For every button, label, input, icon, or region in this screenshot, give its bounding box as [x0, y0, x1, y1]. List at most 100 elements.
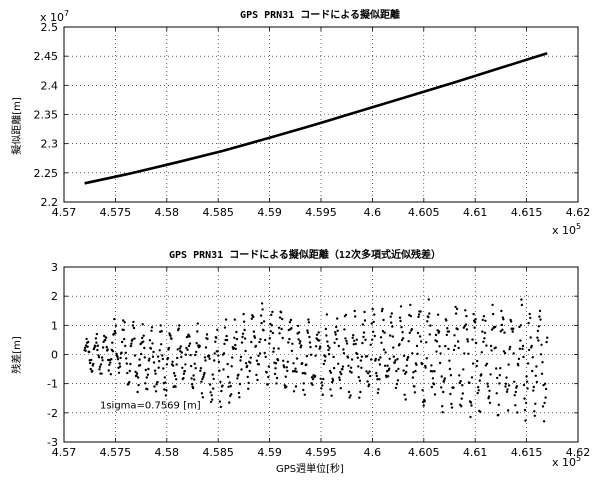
residual-point: [211, 398, 214, 401]
residual-point: [347, 390, 351, 394]
residual-point: [503, 351, 507, 355]
residual-point: [252, 330, 256, 333]
residual-point: [219, 405, 223, 409]
residual-point: [507, 363, 510, 366]
residual-point: [226, 375, 230, 379]
residual-point: [344, 337, 347, 340]
residual-point: [420, 362, 424, 366]
residual-point: [169, 334, 172, 337]
residual-point: [395, 369, 398, 373]
residual-point: [426, 320, 429, 323]
residual-point: [302, 388, 305, 392]
residual-point: [337, 344, 340, 348]
residual-point: [495, 367, 498, 370]
residual-point: [459, 380, 462, 383]
residual-point: [301, 362, 304, 365]
pseudorange-chart: GPS PRN31 コードによる擬似距離 擬似距離[m] x 107 x 105…: [10, 8, 590, 237]
residual-point: [296, 324, 300, 328]
residual-point: [320, 387, 323, 390]
residual-point: [378, 378, 381, 381]
residual-point: [98, 368, 101, 371]
residual-point: [501, 328, 504, 331]
residual-point: [158, 360, 161, 363]
residual-point: [519, 324, 523, 327]
residual-point: [529, 316, 532, 320]
residual-point: [257, 363, 261, 366]
residual-point: [152, 350, 155, 354]
residual-point: [212, 387, 215, 390]
residual-point: [443, 377, 446, 380]
residual-point: [455, 307, 459, 311]
residual-point: [234, 347, 237, 351]
residual-point: [520, 298, 523, 301]
residual-point: [113, 329, 117, 333]
residual-point: [539, 353, 543, 356]
residual-point: [148, 339, 152, 342]
residual-point: [522, 355, 525, 359]
residual-point: [335, 325, 338, 329]
residual-point: [360, 366, 363, 369]
residual-point: [189, 353, 192, 357]
residual-point: [181, 366, 184, 369]
residual-point: [290, 349, 294, 353]
residual-point: [324, 327, 328, 331]
chart2-title: GPS PRN31 コードによる擬似距離（12次多項式近似残差）: [169, 248, 441, 261]
residual-point: [523, 397, 526, 400]
residual-point: [194, 353, 197, 357]
residual-point: [165, 363, 169, 366]
chart1-ylabel: 擬似距離[m]: [10, 97, 23, 155]
x-tick-label: 4.615: [511, 446, 543, 459]
residual-point: [404, 398, 407, 401]
residual-point: [201, 396, 205, 399]
residual-point: [132, 320, 135, 324]
residual-point: [461, 384, 464, 387]
residual-point: [354, 342, 357, 346]
residual-point: [460, 405, 463, 408]
residual-point: [332, 366, 336, 370]
residual-point: [541, 361, 544, 364]
residual-point: [543, 401, 546, 405]
residual-point: [146, 373, 150, 376]
residual-point: [241, 335, 244, 339]
residual-point: [154, 390, 158, 393]
residual-point: [164, 394, 168, 397]
residual-point: [440, 386, 443, 389]
residual-point: [308, 335, 311, 339]
residual-point: [178, 347, 181, 350]
residual-point: [485, 344, 488, 347]
residual-point: [425, 341, 428, 344]
residual-point: [315, 333, 319, 336]
residual-point: [271, 310, 274, 314]
residual-point: [496, 376, 499, 380]
residual-point: [527, 348, 531, 352]
residual-point: [341, 368, 344, 371]
residual-point: [244, 362, 248, 365]
residual-point: [111, 350, 115, 353]
y-tick-label: -1: [47, 378, 58, 391]
residual-point: [215, 336, 218, 339]
x-tick-label: 4.615: [511, 206, 543, 219]
residual-point: [350, 358, 354, 361]
residual-point: [202, 375, 205, 379]
residual-point: [505, 376, 508, 379]
residual-point: [448, 359, 451, 362]
residual-point: [237, 391, 241, 395]
residual-point: [321, 384, 324, 387]
residual-point: [486, 385, 490, 388]
residual-point: [378, 363, 382, 366]
residual-point: [307, 318, 310, 321]
residual-point: [336, 329, 339, 332]
residual-point: [486, 382, 489, 385]
residual-point: [464, 323, 468, 326]
residual-point: [156, 355, 160, 358]
residual-point: [433, 370, 436, 373]
residual-point: [240, 368, 243, 371]
residual-point: [330, 394, 333, 397]
residual-point: [286, 369, 289, 373]
residual-point: [286, 360, 289, 363]
residual-point: [313, 374, 317, 378]
residual-point: [294, 385, 298, 388]
residual-point: [213, 352, 216, 355]
residual-point: [193, 378, 196, 381]
